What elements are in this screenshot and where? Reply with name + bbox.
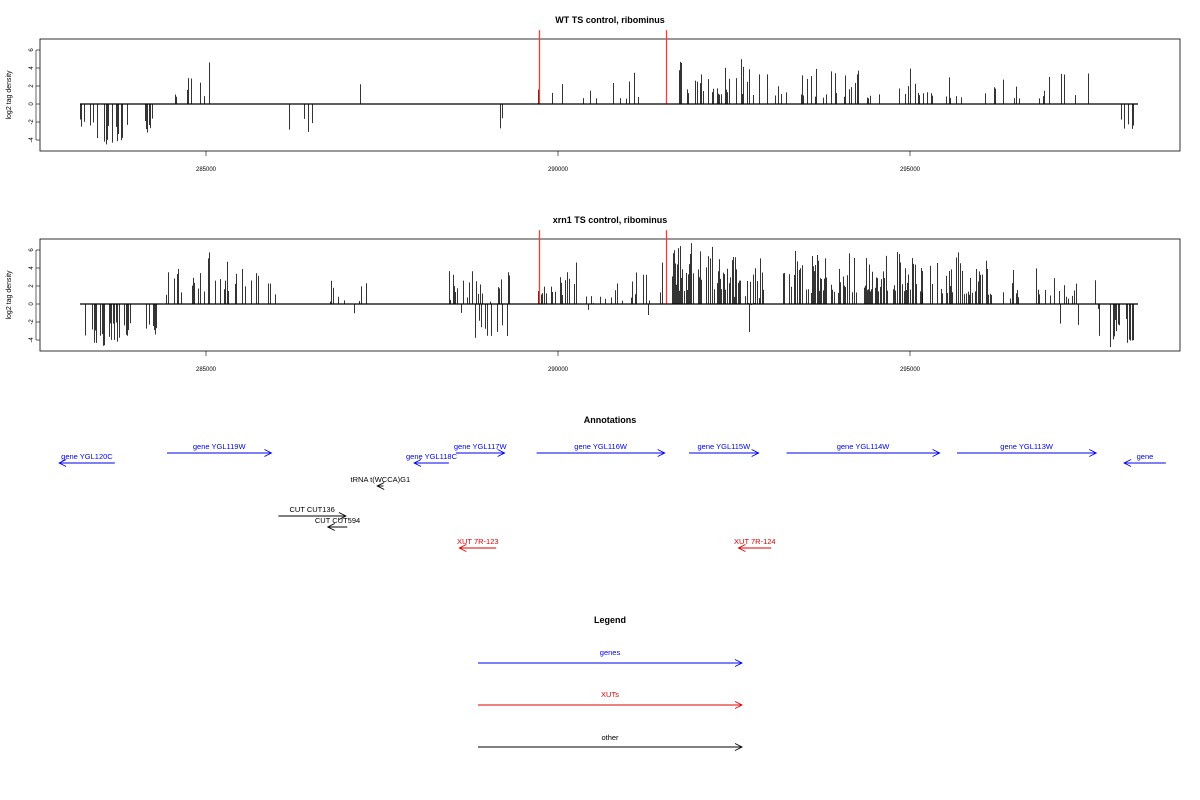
y-axis: 6 4 2 0 -2 -4 log2 tag density xyxy=(6,48,40,143)
legend-label: XUTs xyxy=(601,690,619,699)
legend-label: genes xyxy=(600,648,621,657)
feature-gene: gene YGL114W xyxy=(786,442,941,457)
arrow-head xyxy=(326,523,335,531)
feature-label: gene YGL120C xyxy=(61,452,113,461)
feature-gene: gene YGL117W xyxy=(454,442,508,457)
feature-label: gene YGL113W xyxy=(1000,442,1054,451)
feature-gene: gene YGL118C xyxy=(406,452,458,467)
position-markers xyxy=(538,230,668,304)
feature-label: gene YGL116W xyxy=(574,442,628,451)
feature-label: gene YGL114W xyxy=(837,442,891,451)
y-axis-label: log2 tag density xyxy=(6,70,13,120)
y-tick-label: 4 xyxy=(29,266,35,270)
feature-label: gene YGL117W xyxy=(454,442,508,451)
plot-frame xyxy=(39,238,1181,352)
position-markers xyxy=(538,30,668,104)
annotation-track: Annotations gene YGL120C gene YGL119W gene… xyxy=(58,415,1166,552)
y-tick-label: -2 xyxy=(29,119,35,125)
feature-other: tRNA t(WCCA)G1 xyxy=(351,475,411,490)
arrow-head xyxy=(58,459,67,467)
x-tick-label: 295000 xyxy=(900,167,921,173)
feature-other: CUT CUT136 xyxy=(278,505,347,520)
feature-label: tRNA t(WCCA)G1 xyxy=(351,475,411,484)
arrow-head xyxy=(1123,459,1132,467)
feature-gene: gene xyxy=(1123,452,1166,467)
y-tick-label: 2 xyxy=(29,284,35,288)
legend-item-xuts: XUTs xyxy=(478,690,744,709)
annotations-title: Annotations xyxy=(584,415,637,425)
y-tick-label: 0 xyxy=(29,102,35,106)
feature-gene: gene YGL119W xyxy=(167,442,273,457)
feature-label: CUT CUT136 xyxy=(289,505,334,514)
feature-label: CUT CUT594 xyxy=(315,516,360,525)
x-tick-label: 290000 xyxy=(548,167,569,173)
feature-label: gene YGL118C xyxy=(406,452,458,461)
legend-item-other: other xyxy=(478,733,744,751)
x-tick-label: 285000 xyxy=(196,367,217,373)
feature-label: gene YGL119W xyxy=(193,442,247,451)
y-tick-label: 2 xyxy=(29,84,35,88)
arrow-head xyxy=(1089,449,1098,457)
arrow-head xyxy=(751,449,760,457)
arrow-head xyxy=(497,449,506,457)
x-tick-label: 290000 xyxy=(548,367,569,373)
xrn1-density-panel: xrn1 TS control, ribominus 6 4 2 0 -2 -4… xyxy=(6,215,1181,373)
density-bars xyxy=(85,243,1134,347)
feature-label: gene YGL115W xyxy=(698,442,752,451)
arrow-head xyxy=(458,544,467,552)
chart-title: WT TS control, ribominus xyxy=(555,15,665,25)
y-tick-label: 6 xyxy=(29,248,35,252)
feature-label: XUT 7R-123 xyxy=(457,537,499,546)
y-axis-label: log2 tag density xyxy=(6,270,13,320)
legend-item-genes: genes xyxy=(478,648,744,667)
x-tick-label: 295000 xyxy=(900,367,921,373)
arrow-head xyxy=(734,659,744,667)
y-tick-label: -2 xyxy=(29,319,35,325)
legend-label: other xyxy=(601,733,619,742)
x-tick-label: 285000 xyxy=(196,167,217,173)
arrow-head xyxy=(264,449,273,457)
x-axis: 285000 290000 295000 xyxy=(196,351,921,373)
y-tick-label: 0 xyxy=(29,302,35,306)
arrow-head xyxy=(657,449,666,457)
feature-gene: gene YGL115W xyxy=(689,442,760,457)
legend: Legend genes XUTs other xyxy=(478,615,744,751)
arrow-head xyxy=(734,701,744,709)
y-tick-label: -4 xyxy=(29,337,35,343)
feature-label: XUT 7R-124 xyxy=(734,537,776,546)
y-tick-label: -4 xyxy=(29,137,35,143)
arrow-head xyxy=(413,459,422,467)
plot-frame xyxy=(39,38,1181,152)
density-bars xyxy=(80,59,1134,145)
feature-xut: XUT 7R-124 xyxy=(734,537,776,552)
legend-title: Legend xyxy=(594,615,626,625)
feature-gene: gene YGL113W xyxy=(957,442,1098,457)
arrow-head xyxy=(338,512,347,520)
chart-title: xrn1 TS control, ribominus xyxy=(553,215,668,225)
arrow-head xyxy=(734,743,744,751)
feature-label: gene xyxy=(1137,452,1154,461)
arrow-head xyxy=(376,482,385,490)
wt-density-panel: WT TS control, ribominus 6 4 2 0 -2 -4 l… xyxy=(6,15,1181,173)
arrow-head xyxy=(932,449,941,457)
y-tick-label: 6 xyxy=(29,48,35,52)
feature-xut: XUT 7R-123 xyxy=(457,537,499,552)
y-axis: 6 4 2 0 -2 -4 log2 tag density xyxy=(6,248,40,343)
feature-gene: gene YGL116W xyxy=(536,442,666,457)
arrow-head xyxy=(737,544,746,552)
feature-gene: gene YGL120C xyxy=(58,452,115,467)
x-axis: 285000 290000 295000 xyxy=(196,151,921,173)
y-tick-label: 4 xyxy=(29,66,35,70)
feature-other: CUT CUT594 xyxy=(315,516,360,531)
